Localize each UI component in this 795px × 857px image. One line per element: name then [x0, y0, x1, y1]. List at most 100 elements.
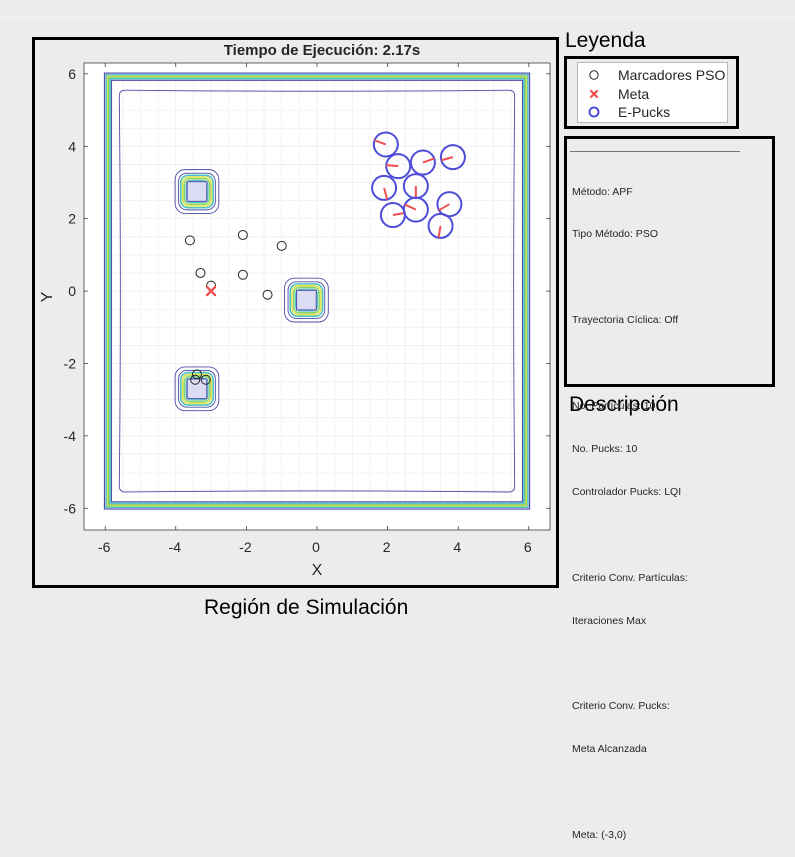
pso-marker-point — [200, 374, 211, 385]
obstacle-contour — [292, 286, 320, 314]
x-tick-label: 0 — [312, 539, 320, 555]
y-tick-label: -6 — [64, 500, 77, 516]
description-caption: Descripción — [569, 393, 679, 416]
epuck-robot — [436, 191, 463, 218]
epuck-robot — [402, 196, 429, 223]
obstacle-contour — [284, 277, 329, 323]
description-line: Trayectoria Cíclica: Off — [572, 314, 679, 327]
y-axis-label: Y — [39, 291, 56, 302]
pso-marker-point — [237, 269, 248, 280]
description-line — [572, 270, 688, 284]
epuck-robot — [409, 149, 436, 176]
obstacle-contour — [178, 172, 216, 211]
obstacle-contour — [294, 288, 318, 312]
epuck-heading — [441, 156, 454, 162]
y-tick-label: 6 — [68, 66, 76, 82]
description-line: No. Pucks: 10 — [572, 442, 638, 455]
goal-marker — [205, 285, 217, 297]
description-line — [572, 656, 688, 670]
y-tick-label: 0 — [68, 283, 76, 299]
arena-contour-band — [105, 74, 529, 508]
y-tick-label: 4 — [68, 138, 76, 154]
description-line: No. Partículas: 10 — [572, 400, 656, 413]
window-top-divider — [0, 17, 795, 18]
legend-panel — [564, 56, 739, 129]
obstacle-contour — [287, 281, 326, 319]
epuck-robot — [427, 212, 454, 239]
legend-item-pso-markers: Marcadores PSO — [578, 66, 728, 84]
obstacle-contour — [185, 179, 209, 204]
obstacle-contour — [174, 169, 220, 214]
y-tick-label: -4 — [64, 428, 77, 444]
obstacle-square — [186, 378, 208, 400]
legend-item-epucks: E-Pucks — [578, 103, 728, 121]
description-line: Controlador Pucks: LQI — [572, 485, 682, 498]
pso-marker-point — [237, 229, 248, 240]
obstacle-contour — [179, 174, 215, 209]
epuck-heading — [422, 157, 435, 164]
obstacle-contour — [289, 283, 324, 318]
description-line — [572, 356, 688, 370]
obstacle-contour — [178, 370, 216, 408]
description-divider — [570, 151, 740, 152]
legend-label: Marcadores PSO — [618, 67, 726, 83]
epuck-robot — [372, 131, 399, 158]
legend-item-goal: Meta — [578, 85, 728, 103]
epuck-heading — [383, 187, 389, 200]
epuck-heading — [437, 225, 442, 238]
legend-box: Marcadores PSO Meta E-Pucks — [577, 62, 728, 123]
simulation-caption: Región de Simulación — [204, 596, 409, 619]
thick-circle-icon — [588, 106, 600, 118]
epuck-robot — [371, 174, 398, 201]
obstacle-contour — [185, 377, 209, 401]
obstacle-square — [296, 289, 317, 311]
x-tick-label: -4 — [169, 539, 182, 555]
description-line — [572, 528, 688, 542]
pso-marker-point — [276, 240, 287, 251]
open-circle-icon — [589, 70, 599, 80]
epuck-heading — [386, 164, 399, 168]
description-line: Meta: (-3,0) — [572, 828, 627, 841]
description-line: Meta Alcanzada — [572, 743, 647, 756]
description-line — [572, 785, 688, 799]
potential-field-contour — [118, 89, 516, 493]
obstacle-contour — [174, 366, 220, 412]
x-tick-label: -6 — [98, 539, 111, 555]
pso-marker-point — [262, 289, 273, 300]
description-line: Criterio Conv. Partículas: — [572, 571, 688, 584]
description-line: Criterio Conv. Pucks: — [572, 700, 670, 713]
obstacle-contour — [181, 373, 213, 405]
pso-marker-point — [191, 369, 202, 380]
pso-marker-point — [190, 374, 201, 385]
x-tick-label: 6 — [524, 539, 532, 555]
obstacle-square — [186, 181, 208, 202]
x-mark-icon — [589, 89, 599, 99]
arena-contour-band — [107, 76, 527, 506]
epuck-heading — [404, 203, 417, 211]
arena-contour-band — [109, 78, 525, 504]
arena-contour-band — [106, 75, 528, 507]
obstacle-contour — [181, 176, 213, 207]
obstacle-contour — [291, 284, 322, 316]
chart-title: Tiempo de Ejecución: 2.17s — [224, 42, 420, 59]
epuck-robot — [385, 153, 412, 180]
y-tick-label: -2 — [64, 355, 77, 371]
legend-label: E-Pucks — [618, 104, 671, 120]
description-line: Tipo Método: PSO — [572, 228, 658, 241]
epuck-robot — [439, 144, 466, 171]
legend-caption: Leyenda — [565, 29, 646, 52]
epuck-heading — [374, 139, 387, 146]
x-tick-label: -2 — [239, 539, 252, 555]
obstacle-contour — [183, 375, 211, 403]
obstacle-contour — [179, 371, 215, 406]
simulation-region-panel — [32, 37, 559, 588]
arena-contour-band — [103, 72, 531, 510]
pso-marker-point — [195, 267, 206, 278]
legend-label: Meta — [618, 86, 650, 102]
obstacle-contour — [183, 178, 211, 206]
x-axis-label: X — [312, 562, 323, 579]
epuck-heading — [392, 211, 405, 217]
description-panel — [564, 136, 775, 387]
epuck-heading — [438, 203, 450, 212]
description-line: Iteraciones Max — [572, 614, 647, 627]
